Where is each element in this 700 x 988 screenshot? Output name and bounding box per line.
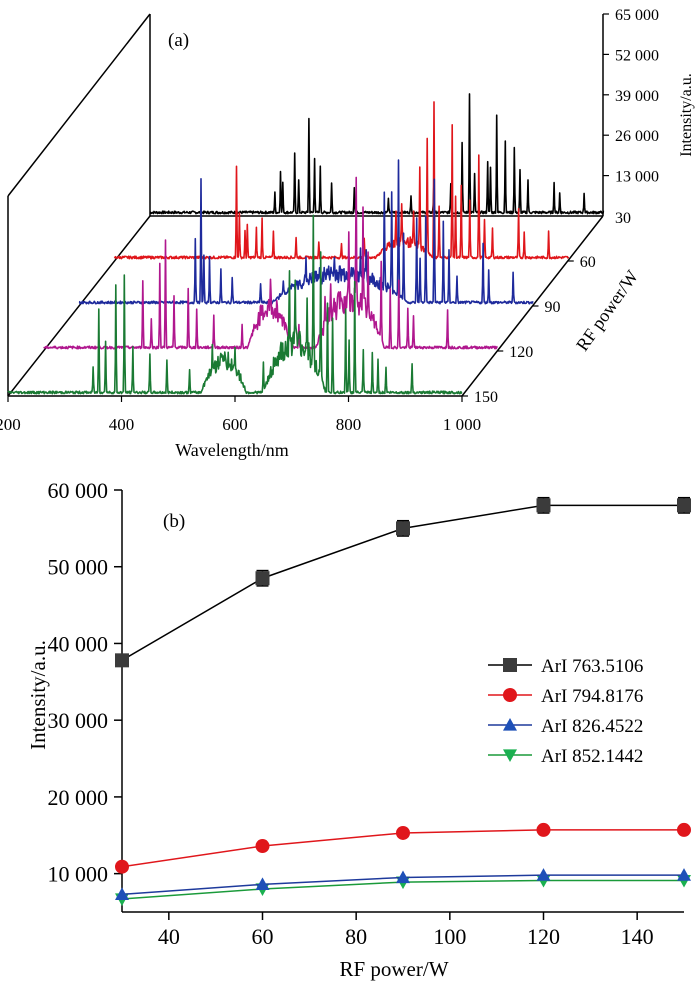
intensity-tick-label: 13 000 [615, 169, 659, 186]
data-point [536, 822, 551, 837]
panel-b-series [115, 496, 691, 906]
panel-b-y-axis-label: Intensity/a.u. [26, 640, 50, 750]
x-tick-label: 60 [252, 924, 274, 949]
legend-label: ArI 763.5106 [541, 656, 643, 677]
panel-a-axes: 13 000 26 000 39 000 52 000 65 000 30 60 90 120 1… [0, 7, 659, 434]
panel-a-spectra [7, 93, 605, 395]
panel-a-waterfall-chart: 13 000 26 000 39 000 52 000 65 000 30 60 90 120 1… [0, 7, 695, 460]
data-point [677, 822, 691, 837]
data-point [115, 887, 129, 900]
y-tick-label: 50 000 [48, 555, 109, 580]
panel-a-frame [7, 13, 604, 397]
wavelength-tick-label: 1 000 [443, 415, 481, 434]
panel-a-x-axis-label: Wavelength/nm [175, 440, 289, 460]
bottom-left-edge [7, 215, 151, 397]
x-tick-label: 120 [527, 924, 560, 949]
spectrum-line-90W [78, 159, 534, 305]
intensity-tick-label: 52 000 [615, 47, 659, 64]
wavelength-tick-label: 400 [109, 415, 135, 434]
power-tick-label: 120 [509, 344, 533, 361]
legend-marker [503, 749, 517, 762]
data-point [255, 571, 270, 586]
data-point [677, 868, 691, 881]
panel-b-axes: 10 000 20 000 30 000 40 000 50 000 60 000 40 60… [48, 478, 684, 949]
panel-b-line-chart: 10 000 20 000 30 000 40 000 50 000 60 000 40 60… [26, 478, 691, 981]
x-tick-label: 100 [433, 924, 466, 949]
legend-marker [503, 718, 517, 731]
data-point [396, 870, 410, 884]
data-point [255, 877, 270, 890]
data-point [115, 859, 129, 874]
power-tick-label: 30 [615, 210, 631, 227]
data-point [677, 498, 691, 513]
legend-label: ArI 852.1442 [541, 746, 643, 767]
intensity-tick-label: 65 000 [615, 7, 659, 24]
legend-marker [503, 658, 517, 672]
panel-b-legend: ArI 763.5106 ArI 794.8176 ArI 826.4522 ArI … [488, 656, 643, 767]
panel-b-x-axis-label: RF power/W [339, 957, 448, 981]
x-tick-label: 140 [621, 924, 654, 949]
y-tick-label: 10 000 [48, 862, 109, 887]
legend-label: ArI 826.4522 [541, 716, 643, 737]
panel-a-z-axis-label: RF power/W [572, 267, 642, 355]
spectrum-line-150W [7, 214, 463, 395]
x-tick-label: 80 [345, 924, 367, 949]
panel-b-label: (b) [163, 511, 185, 532]
panel-a-y-axis-label: Intensity/a.u. [678, 73, 695, 157]
power-tick-label: 90 [545, 299, 561, 316]
legend-marker [503, 688, 517, 702]
spectrum-line-120W [43, 176, 498, 350]
power-tick-label: 60 [580, 254, 596, 271]
wavelength-tick-label: 600 [222, 415, 248, 434]
top-left-edge [7, 13, 151, 197]
data-point [536, 868, 551, 881]
spectrum-line-60W [113, 101, 570, 260]
data-point [255, 839, 270, 854]
y-tick-label: 20 000 [48, 785, 109, 810]
legend-label: ArI 794.8176 [541, 686, 643, 707]
data-point [396, 825, 410, 840]
wavelength-tick-label: 200 [0, 415, 21, 434]
power-tick-label: 150 [474, 389, 498, 406]
y-tick-label: 60 000 [48, 478, 109, 503]
data-point [396, 521, 410, 536]
y-tick-label: 30 000 [48, 708, 109, 733]
data-point [115, 653, 129, 668]
data-point [536, 498, 551, 513]
intensity-tick-label: 39 000 [615, 88, 659, 105]
panel-a-label: (a) [168, 30, 189, 51]
spectrum-line-30W [149, 93, 605, 215]
intensity-tick-label: 26 000 [615, 128, 659, 145]
wavelength-tick-label: 800 [336, 415, 362, 434]
y-tick-label: 40 000 [48, 631, 109, 656]
x-tick-label: 40 [158, 924, 180, 949]
